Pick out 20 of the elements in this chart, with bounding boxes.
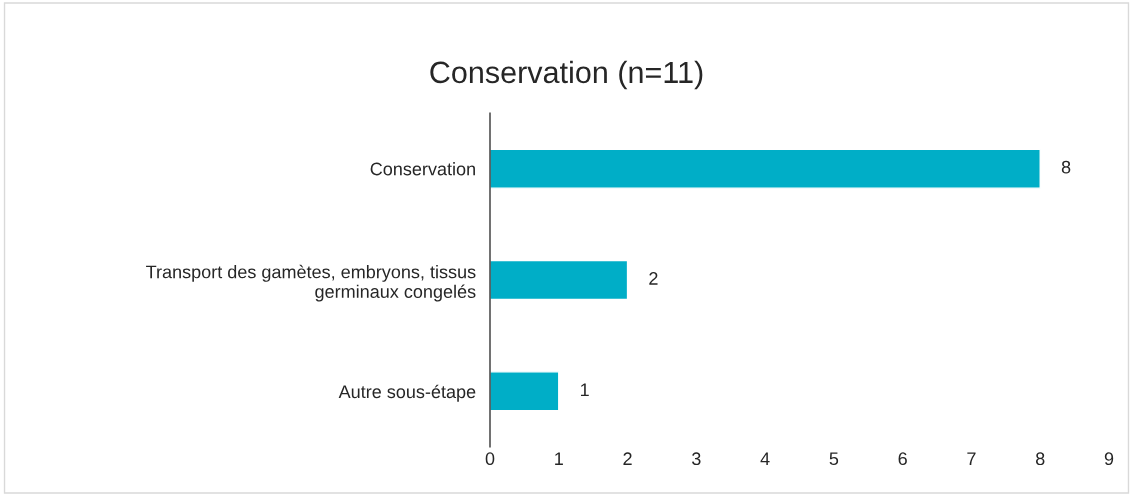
data-label: 1 bbox=[580, 383, 589, 396]
x-tick-label: 4 bbox=[760, 452, 770, 465]
x-tick-label: 9 bbox=[1104, 452, 1114, 466]
x-tick-label: 6 bbox=[898, 452, 907, 466]
bar bbox=[490, 148, 1041, 189]
x-tick-label: 1 bbox=[555, 452, 563, 465]
x-tick-label: 7 bbox=[967, 452, 976, 465]
data-label: 8 bbox=[1061, 160, 1071, 174]
data-label: 2 bbox=[649, 272, 658, 285]
y-tick-label: Conservation bbox=[370, 162, 475, 176]
y-tick-label: Autre sous-étape bbox=[338, 384, 476, 402]
bar bbox=[490, 371, 560, 412]
bar bbox=[490, 259, 629, 301]
x-tick-label: 2 bbox=[623, 452, 632, 465]
x-tick-label: 3 bbox=[692, 452, 701, 466]
x-tick-label: 0 bbox=[485, 452, 495, 466]
x-tick-label: 5 bbox=[829, 452, 839, 466]
chart-title: Conservation (n=11) bbox=[430, 60, 703, 90]
y-tick-label: Transport des gamètes, embryons, tissus germinaux congelés bbox=[146, 264, 476, 302]
x-tick-label: 8 bbox=[1035, 452, 1045, 466]
